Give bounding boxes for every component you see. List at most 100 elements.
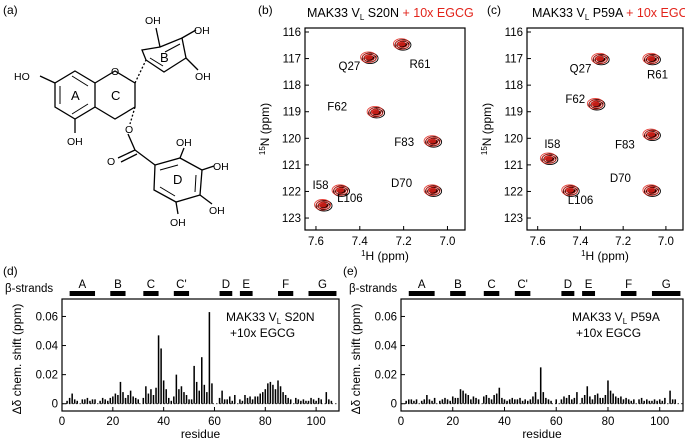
title-sub: L: [360, 13, 365, 22]
csp-bar: [643, 400, 645, 404]
csp-bar: [589, 396, 591, 404]
y-tick-label: 118: [283, 80, 301, 92]
csp-bar: [464, 393, 467, 404]
peak-f62: F62: [327, 102, 386, 119]
csp-bar: [506, 400, 508, 404]
x-tick-label: 7.2: [615, 236, 631, 248]
csp-bar: [407, 399, 410, 404]
csp-bar: [315, 400, 317, 404]
strand-label: C': [517, 279, 528, 291]
y-axis-label: 15N (ppm): [258, 103, 272, 155]
peak-contour-complex: [425, 185, 439, 195]
y-tick-label: 122: [504, 186, 523, 198]
y-tick-label: 116: [283, 27, 301, 39]
csp-bar: [539, 367, 542, 404]
peak-f83: F83: [615, 128, 661, 151]
panel-label-e: (e): [343, 264, 358, 278]
peak-contour-complex: [590, 101, 600, 107]
csp-bar: [410, 399, 413, 404]
peak-label: R61: [647, 70, 668, 82]
csp-bar: [295, 397, 297, 404]
peak-label: D70: [391, 178, 412, 190]
y-tick-label: 0.02: [375, 370, 397, 382]
atom-ring-o: O: [111, 66, 119, 78]
x-axis-label-iso: 1: [361, 249, 366, 258]
csp-bar: [155, 387, 157, 404]
csp-bar: [94, 399, 96, 404]
csp-bar: [185, 395, 188, 404]
csp-bar: [211, 383, 213, 404]
csp-bar: [208, 312, 211, 404]
csp-bar: [583, 395, 586, 404]
peak-contour-complex: [396, 41, 406, 47]
peak-contour-complex: [561, 184, 579, 196]
csp-bar: [444, 397, 446, 404]
csp-bar: [234, 395, 236, 404]
panel-label-a: (a): [3, 3, 18, 17]
peak-contour-complex: [541, 154, 555, 163]
csp-bar: [441, 399, 444, 404]
csp-bar: [475, 397, 477, 404]
peak-contour-complex: [644, 185, 658, 195]
strand-label: D: [222, 279, 230, 291]
y-tick-label: 123: [504, 213, 523, 225]
csp-bar: [221, 390, 223, 404]
csp-bar: [117, 395, 119, 404]
panel-label-b: (b): [258, 3, 273, 17]
csp-annotation-line1: MAK33 VL S20N: [226, 310, 315, 326]
peak-contour-free: [315, 200, 333, 212]
csp-bar: [524, 399, 526, 404]
x-tick-label: 20: [106, 416, 119, 428]
csp-bar: [433, 397, 436, 404]
peak-label: I58: [313, 180, 329, 192]
csp-bar: [129, 390, 132, 404]
peak-contour-free: [368, 107, 386, 119]
csp-bar: [104, 399, 106, 404]
peak-contour-free: [333, 185, 351, 197]
csp-bar: [297, 399, 300, 404]
x-axis-label: 1H (ppm): [361, 249, 409, 263]
x-tick-label: 7.4: [352, 236, 369, 248]
peak-q27: Q27: [570, 52, 610, 76]
strands-label: β-strands: [5, 283, 53, 295]
csp-bar: [330, 400, 333, 404]
strand-label: E: [585, 279, 593, 291]
x-tick-label: 80: [259, 416, 272, 428]
csp-bar: [547, 399, 550, 404]
csp-bar: [175, 374, 178, 404]
csp-bar: [119, 381, 122, 404]
peak-contour-complex: [318, 202, 327, 208]
csp-bar: [201, 357, 203, 404]
csp-bar: [633, 399, 635, 404]
peak-contour-complex: [646, 131, 656, 138]
csp-frame: [400, 298, 684, 412]
csp-bar: [142, 397, 145, 404]
csp-bar: [674, 399, 677, 404]
csp-bar: [203, 384, 206, 404]
csp-bar: [423, 399, 426, 404]
csp-annotation-line1: MAK33 VL P59A: [572, 310, 660, 326]
csp-bar: [272, 384, 274, 404]
peak-label: L106: [568, 195, 594, 207]
x-tick-label: 7.6: [530, 236, 546, 248]
csp-bar: [134, 397, 137, 404]
csp-bar: [454, 397, 457, 404]
y-tick-label: 0: [391, 399, 397, 411]
title-sub: L: [585, 13, 590, 22]
atom-carbonyl-o: O: [107, 156, 115, 168]
y-tick-label: 120: [504, 133, 523, 145]
csp-bar: [545, 397, 547, 404]
csp-bar: [269, 381, 272, 404]
csp-bar: [534, 392, 537, 404]
atom-oh-d3: OH: [176, 137, 192, 149]
y-axis-label: Δδ chem. shift (ppm): [10, 304, 24, 415]
strand-bar-d: [219, 291, 233, 296]
peak-contour-complex: [368, 107, 382, 116]
csp-bar: [183, 392, 185, 404]
atom-oh-b4: OH: [194, 25, 210, 37]
x-tick-label: 7.0: [658, 236, 674, 248]
peak-r61: R61: [392, 38, 431, 71]
strand-label: A: [78, 279, 86, 291]
csp-bar: [529, 399, 532, 404]
